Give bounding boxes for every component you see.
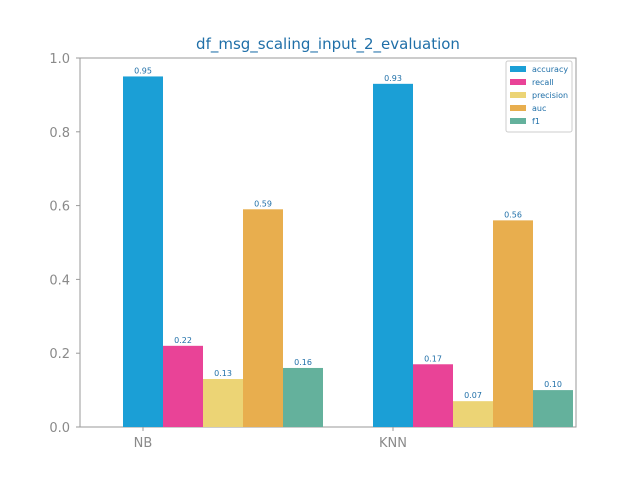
legend-swatch-accuracy bbox=[510, 66, 526, 72]
legend-label-precision: precision bbox=[532, 91, 568, 100]
data-label-auc-nb: 0.59 bbox=[254, 199, 272, 208]
bar-accuracy-nb bbox=[123, 76, 163, 427]
legend-label-f1: f1 bbox=[532, 117, 540, 126]
data-label-accuracy-nb: 0.95 bbox=[134, 66, 152, 75]
legend-swatch-precision bbox=[510, 92, 526, 98]
bar-precision-nb bbox=[203, 379, 243, 427]
data-label-recall-knn: 0.17 bbox=[424, 354, 442, 363]
bar-precision-knn bbox=[453, 401, 493, 427]
y-tick-label: 0.8 bbox=[49, 126, 70, 141]
legend-label-auc: auc bbox=[532, 104, 546, 113]
legend-box bbox=[505, 60, 573, 133]
data-label-precision-knn: 0.07 bbox=[464, 391, 482, 400]
x-tick-label: KNN bbox=[379, 436, 407, 451]
legend-swatch-f1 bbox=[510, 118, 526, 124]
legend-label-accuracy: accuracy bbox=[532, 65, 568, 74]
legend-label-recall: recall bbox=[532, 78, 554, 87]
data-label-f1-knn: 0.10 bbox=[544, 380, 562, 389]
legend-swatch-recall bbox=[510, 79, 526, 85]
bar-accuracy-knn bbox=[373, 83, 413, 427]
bar-auc-nb bbox=[243, 209, 283, 427]
data-label-accuracy-knn: 0.93 bbox=[384, 74, 402, 83]
bar-f1-nb bbox=[283, 367, 323, 427]
data-label-recall-nb: 0.22 bbox=[174, 336, 192, 345]
bar-auc-knn bbox=[493, 220, 533, 427]
data-label-f1-nb: 0.16 bbox=[294, 358, 312, 367]
y-tick-label: 1.0 bbox=[49, 52, 70, 67]
bar-recall-nb bbox=[163, 345, 203, 427]
plot-frame bbox=[79, 57, 577, 428]
data-label-precision-nb: 0.13 bbox=[214, 369, 232, 378]
y-tick-label: 0.4 bbox=[49, 273, 70, 288]
bar-f1-knn bbox=[533, 390, 573, 427]
y-tick-label: 0.2 bbox=[49, 347, 70, 362]
y-tick-label: 0.6 bbox=[49, 200, 70, 215]
plot-area: 0.0 0.2 0.4 0.6 0.8 1.0 0.95 0.22 0.13 0.59 0.16 NB… bbox=[49, 52, 577, 451]
bar-recall-knn bbox=[413, 364, 453, 427]
y-tick-label: 0.0 bbox=[49, 421, 70, 436]
x-tick-label: NB bbox=[134, 436, 153, 451]
chart-title: df_msg_scaling_input_2_evaluation bbox=[196, 35, 460, 54]
data-label-auc-knn: 0.56 bbox=[504, 210, 522, 219]
legend-swatch-auc bbox=[510, 105, 526, 111]
